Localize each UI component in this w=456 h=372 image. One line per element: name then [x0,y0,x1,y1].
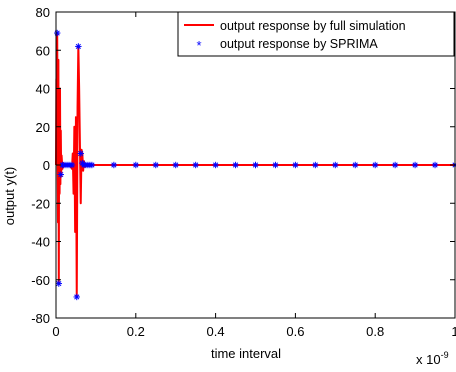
sprima-star-marker [75,43,82,50]
sprima-star-marker [372,161,379,169]
star-stroke [74,294,80,300]
star-stroke [372,162,378,168]
x-tick-label: 1 [451,324,456,339]
sprima-star-marker [212,161,219,169]
x-tick-label: 0.2 [127,324,145,339]
star-stroke [272,162,279,168]
sprima-star-marker [272,161,279,169]
sprima-star-marker [172,161,179,169]
star-stroke [432,162,438,168]
sprima-star-marker [312,161,319,169]
legend-star-marker: * [196,38,201,53]
x-tick-label: 0 [52,324,59,339]
y-tick-label: 40 [36,82,50,97]
star-stroke [89,162,95,168]
star-stroke [133,162,139,168]
star-stroke [252,162,259,168]
sprima-star-marker [391,161,399,169]
y-tick-label: -20 [31,196,50,211]
star-stroke [78,150,84,157]
y-tick-label: -60 [31,273,50,288]
sprima-star-marker [132,161,139,169]
y-tick-label: -40 [31,235,50,250]
star-stroke [312,162,318,168]
star-stroke [56,280,62,287]
y-tick-label: -80 [31,311,50,326]
y-tick-label: 20 [36,120,50,135]
star-stroke [412,162,418,168]
x-tick-label: 0.8 [366,324,384,339]
sprima-star-marker [232,161,239,169]
sprima-star-marker [68,161,76,169]
sprima-star-marker [431,161,439,169]
full-simulation-line [55,32,455,298]
star-stroke [69,162,75,168]
x-tick-label: 0.4 [207,324,225,339]
star-stroke [292,162,298,168]
sprima-star-marker [252,161,259,169]
legend-box [177,11,455,57]
star-stroke [58,171,64,178]
star-stroke [352,162,358,168]
y-tick-label: 0 [43,158,50,173]
full-simulation-series [55,32,455,298]
sprima-star-marker [88,161,96,169]
sprima-star-marker [57,171,64,178]
y-axis-label: output y(t) [2,167,17,226]
y-tick-label: 80 [36,5,50,20]
sprima-star-marker [332,161,339,169]
x-tick-label: 0.6 [286,324,304,339]
sprima-star-marker [77,150,84,157]
star-stroke [75,43,81,50]
sprima-star-marker [55,280,62,287]
x-axis: 0 0.2 0.4 0.6 0.8 1 [52,12,456,339]
y-axis: 80 60 40 20 0 -20 -40 -60 -80 [31,5,455,326]
star-stroke [153,162,159,168]
legend-entry-full-simulation: output response by full simulation [220,19,406,33]
star-stroke [332,162,338,168]
sprima-star-marker [352,161,359,169]
plot-area [53,11,456,319]
star-stroke [173,162,179,168]
star-stroke [392,162,398,168]
sprima-star-marker [152,161,159,169]
x-axis-label: time interval [211,346,281,361]
x-axis-scale-note: x 10-9 [416,350,449,367]
y-tick-label: 60 [36,43,50,58]
legend: output response by full simulation * out… [177,11,455,57]
sprima-star-marker [411,161,419,169]
sprima-series [53,29,456,301]
sprima-star-marker [192,161,199,169]
star-stroke [213,162,219,168]
sprima-star-marker [110,161,118,169]
sprima-star-marker [73,293,80,301]
sprima-star-marker [292,161,299,169]
star-stroke [193,162,199,168]
legend-entry-sprima: output response by SPRIMA [220,37,378,51]
star-stroke [111,162,117,168]
star-stroke [232,162,239,168]
